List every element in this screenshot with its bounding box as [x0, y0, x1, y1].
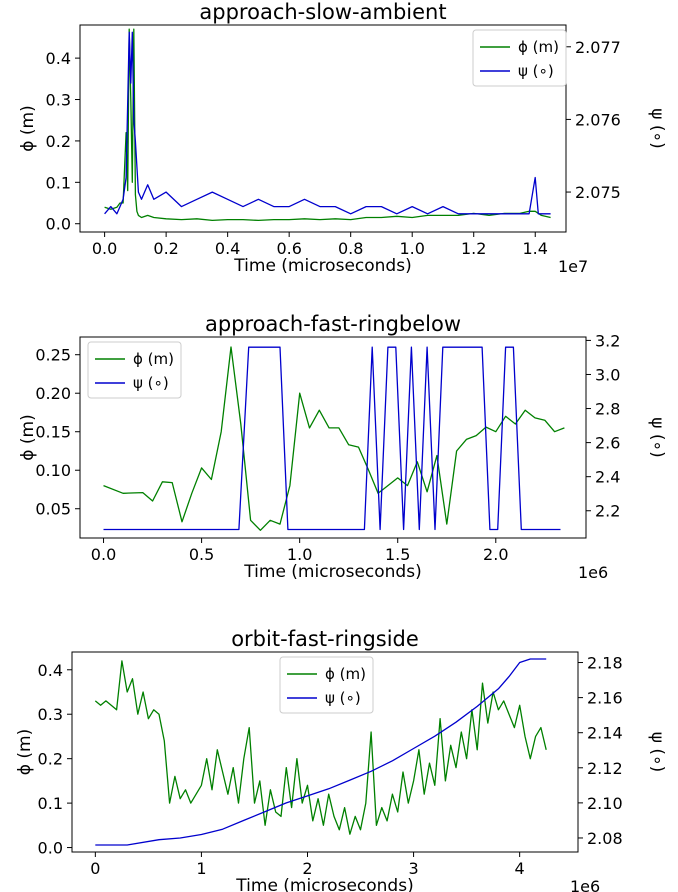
y-tick-label: 0.05 [35, 500, 71, 519]
y2-tick-label: 2.10 [587, 794, 623, 813]
phi-series-line [94, 660, 547, 835]
y2-tick-label: 2.16 [587, 689, 623, 708]
y2-tick-label: 3.0 [595, 365, 620, 384]
y2-tick-label: 2.2 [595, 502, 620, 521]
x-tick-label: 1.5 [385, 545, 410, 564]
legend: ϕ (m) ψ (∘) [279, 656, 374, 714]
x-tick-label: 0.8 [338, 239, 363, 258]
y2-tick-label: 2.4 [595, 468, 620, 487]
y-axis-label: ϕ (m) [15, 729, 35, 775]
y-axis-label: ϕ (m) [18, 414, 38, 460]
y-tick-label: 0.4 [46, 49, 71, 68]
y-tick-label: 0.1 [38, 794, 63, 813]
y2-tick-label: 2.12 [587, 759, 623, 778]
y-tick-label: 0.4 [38, 661, 63, 680]
y2-tick-label: 2.14 [587, 724, 623, 743]
x-tick-label: 3 [408, 859, 418, 878]
legend-label: ϕ (m) [518, 38, 559, 56]
x-axis-label: Time (microseconds) [235, 876, 413, 892]
y-tick-label: 0.10 [35, 461, 71, 480]
x-offset-label: 1e6 [570, 877, 600, 892]
chart-1: 0.0 0.2 0.4 0.6 0.8 1.0 1.2 1.4 0.0 0.1 0.2 0.3 0.4 2… [18, 0, 667, 276]
legend-label: ψ (∘) [518, 62, 554, 80]
y2-tick-label: 2.8 [595, 400, 620, 419]
x-tick-label: 4 [515, 859, 525, 878]
y2-tick-label: 2.18 [587, 654, 623, 673]
x-tick-label: 0.4 [215, 239, 240, 258]
plot-frame [71, 651, 579, 853]
y-tick-label: 0.3 [38, 705, 63, 724]
y-tick-label: 0.2 [46, 132, 71, 151]
y-tick-label: 0.20 [35, 384, 71, 403]
chart-2: 0.0 0.5 1.0 1.5 2.0 0.05 0.10 0.15 0.20 0.25 2.2 2.… [18, 312, 667, 582]
y2-tick-label: 3.2 [595, 331, 620, 350]
y-tick-label: 0.0 [46, 215, 71, 234]
y2-axis-label: ψ (∘) [647, 417, 667, 458]
x-tick-label: 2.0 [483, 545, 508, 564]
x-tick-label: 1 [196, 859, 206, 878]
x-tick-label: 1.0 [287, 545, 312, 564]
plot-frame [79, 336, 587, 539]
x-offset-label: 1e6 [578, 563, 608, 582]
plot-frame [79, 24, 567, 233]
y2-tick-label: 2.076 [575, 110, 621, 129]
phi-series-line [103, 346, 565, 531]
y-tick-label: 0.1 [46, 173, 71, 192]
legend-box [279, 656, 374, 714]
y2-tick-label: 2.075 [575, 183, 621, 202]
x-tick-label: 0.0 [92, 239, 117, 258]
y2-tick-label: 2.077 [575, 38, 621, 57]
y-axis-label: ϕ (m) [18, 105, 38, 151]
legend-label: ϕ (m) [133, 350, 174, 368]
x-tick-label: 1.4 [523, 239, 548, 258]
y2-axis-label: ψ (∘) [647, 108, 667, 149]
y-tick-label: 0.15 [35, 423, 71, 442]
chart-3: 0 1 2 3 4 0.0 0.1 0.2 0.3 0.4 2.08 2.10 2.12 2.14 2.16… [15, 627, 667, 892]
legend-box [87, 341, 182, 399]
y2-tick-label: 2.08 [587, 829, 623, 848]
y-tick-label: 0.0 [38, 839, 63, 858]
x-offset-label: 1e7 [558, 257, 588, 276]
y-tick-label: 0.3 [46, 91, 71, 110]
psi-series-line [95, 658, 547, 846]
x-tick-label: 0.5 [189, 545, 214, 564]
legend: ϕ (m) ψ (∘) [472, 29, 567, 87]
legend-label: ψ (∘) [133, 374, 169, 392]
psi-series-line [103, 346, 561, 531]
y2-axis-label: ψ (∘) [647, 732, 667, 773]
y2-tick-label: 2.6 [595, 434, 620, 453]
x-tick-label: 0 [90, 859, 100, 878]
x-axis-label: Time (microseconds) [233, 256, 411, 276]
legend: ϕ (m) ψ (∘) [87, 341, 182, 399]
legend-label: ψ (∘) [325, 689, 361, 707]
x-tick-label: 2 [302, 859, 312, 878]
chart-title: orbit-fast-ringside [231, 627, 419, 651]
x-tick-label: 0.6 [276, 239, 301, 258]
legend-label: ϕ (m) [325, 665, 366, 683]
x-tick-label: 1.0 [399, 239, 424, 258]
x-tick-label: 0.0 [91, 545, 116, 564]
psi-series-line [104, 31, 551, 215]
y-tick-label: 0.25 [35, 346, 71, 365]
x-tick-label: 0.2 [153, 239, 178, 258]
chart-title: approach-fast-ringbelow [205, 312, 461, 336]
y-tick-label: 0.2 [38, 750, 63, 769]
x-tick-label: 1.2 [461, 239, 486, 258]
x-axis-label: Time (microseconds) [243, 562, 421, 582]
chart-title: approach-slow-ambient [199, 0, 446, 24]
legend-box [472, 29, 567, 87]
